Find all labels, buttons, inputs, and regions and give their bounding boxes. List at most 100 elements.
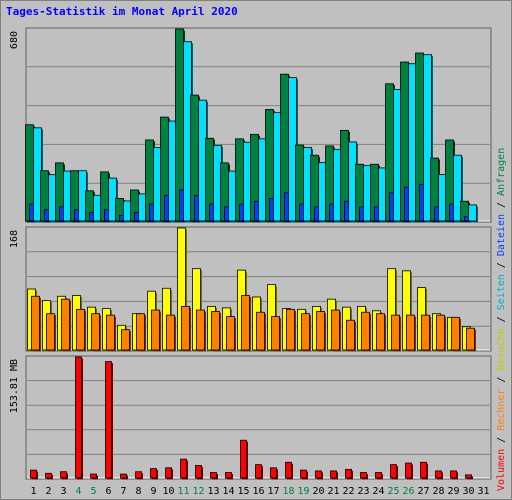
bar-rechner-day-6: [106, 314, 115, 351]
bar-volumen-day-9: [150, 468, 157, 479]
bar-volumen-day-29: [450, 470, 457, 479]
x-tick-label-day-8: 8: [135, 486, 141, 497]
bar-volumen-day-28: [435, 470, 442, 479]
bar-volumen-day-6: [105, 361, 112, 479]
x-tick-label-day-12: 12: [192, 486, 204, 497]
x-tick-label-day-17: 17: [267, 486, 279, 497]
x-tick-label-day-3: 3: [60, 486, 66, 497]
x-tick-label-day-6: 6: [105, 486, 111, 497]
bar-rechner-day-30: [466, 327, 475, 351]
y-max-label-bottom: 153.81 MB: [9, 359, 20, 413]
x-tick-label-day-18: 18: [282, 486, 294, 497]
bar-rechner-day-21: [331, 309, 340, 351]
bar-rechner-day-19: [301, 313, 310, 351]
panel-top: 680: [9, 27, 492, 223]
x-tick-label-day-20: 20: [312, 486, 324, 497]
bar-volumen-day-8: [135, 471, 142, 479]
bar-volumen-day-15: [240, 439, 247, 479]
bar-rechner-day-29: [451, 316, 460, 351]
x-tick-label-day-2: 2: [45, 486, 51, 497]
bar-volumen-day-19: [300, 469, 307, 479]
legend-seiten: Seiten: [496, 274, 507, 310]
x-tick-label-day-23: 23: [357, 486, 369, 497]
panel-bottom: 153.81 MB: [9, 355, 492, 480]
legend-dateien: Dateien: [496, 214, 507, 256]
x-tick-label-day-28: 28: [432, 486, 444, 497]
bar-volumen-day-27: [420, 461, 427, 479]
bar-seiten-day-27: [423, 54, 432, 222]
bar-seiten-day-29: [453, 154, 462, 222]
bar-rechner-day-17: [271, 316, 280, 351]
bar-volumen-day-13: [210, 472, 217, 479]
bar-rechner-day-24: [376, 313, 385, 351]
x-tick-label-day-16: 16: [252, 486, 264, 497]
bar-rechner-day-5: [91, 313, 100, 351]
bar-volumen-day-25: [390, 464, 397, 479]
bar-volumen-day-10: [165, 467, 172, 479]
chart-title: Tages-Statistik im Monat April 2020: [6, 5, 238, 18]
legend-rechner: Rechner: [496, 389, 507, 431]
bar-rechner-day-28: [436, 314, 445, 351]
x-tick-label-day-5: 5: [90, 486, 96, 497]
x-tick-label-day-15: 15: [237, 486, 249, 497]
x-tick-label-day-14: 14: [222, 486, 234, 497]
bar-seiten-day-30: [468, 204, 477, 222]
bar-volumen-day-18: [285, 461, 292, 479]
legend-separator: /: [496, 431, 507, 449]
bar-rechner-day-14: [226, 316, 235, 351]
x-tick-label-day-27: 27: [417, 486, 429, 497]
bar-volumen-day-17: [270, 467, 277, 479]
bar-volumen-day-7: [120, 473, 127, 479]
bar-rechner-day-3: [61, 298, 70, 351]
bar-volumen-day-26: [405, 462, 412, 479]
bar-volumen-day-4: [75, 356, 82, 479]
bar-rechner-day-22: [346, 319, 355, 351]
y-max-label-top: 680: [9, 31, 20, 49]
bar-rechner-day-9: [151, 309, 160, 351]
x-tick-label-day-22: 22: [342, 486, 354, 497]
bar-volumen-day-20: [315, 470, 322, 479]
bar-volumen-day-24: [375, 472, 382, 479]
bar-rechner-day-25: [391, 314, 400, 351]
bar-rechner-day-12: [196, 309, 205, 351]
x-tick-label-day-24: 24: [372, 486, 384, 497]
bar-volumen-day-23: [360, 472, 367, 479]
bar-rechner-day-1: [31, 295, 40, 351]
x-tick-label-day-10: 10: [162, 486, 174, 497]
bar-rechner-day-11: [181, 306, 190, 351]
bar-volumen-day-22: [345, 468, 352, 479]
bar-volumen-day-5: [90, 473, 97, 479]
bar-rechner-day-26: [406, 314, 415, 351]
x-tick-label-day-4: 4: [75, 486, 81, 497]
x-tick-label-day-7: 7: [120, 486, 126, 497]
x-tick-label-day-26: 26: [402, 486, 414, 497]
bar-rechner-day-27: [421, 314, 430, 351]
bar-rechner-day-7: [121, 329, 130, 351]
bar-rechner-day-16: [256, 311, 265, 351]
legend-separator: /: [496, 310, 507, 328]
x-tick-label-day-25: 25: [387, 486, 399, 497]
bar-volumen-day-1: [30, 469, 37, 479]
bar-volumen-day-30: [465, 474, 472, 479]
bar-volumen-day-21: [330, 470, 337, 479]
bar-rechner-day-8: [136, 313, 145, 351]
x-tick-label-day-19: 19: [297, 486, 309, 497]
x-tick-label-day-31: 31: [477, 486, 489, 497]
x-tick-label-day-9: 9: [150, 486, 156, 497]
bar-rechner-day-18: [286, 308, 295, 351]
legend-volumen: Volumen: [496, 449, 507, 491]
x-tick-label-day-21: 21: [327, 486, 339, 497]
bar-rechner-day-15: [241, 295, 250, 351]
bar-volumen-day-16: [255, 464, 262, 479]
legend: Volumen / Rechner / Besuche / Seiten / D…: [496, 148, 507, 491]
bar-volumen-day-11: [180, 458, 187, 479]
bar-rechner-day-20: [316, 311, 325, 351]
x-tick-label-day-13: 13: [207, 486, 219, 497]
bar-rechner-day-10: [166, 314, 175, 351]
x-tick-label-day-29: 29: [447, 486, 459, 497]
legend-separator: /: [496, 256, 507, 274]
bar-volumen-day-12: [195, 465, 202, 479]
bar-volumen-day-14: [225, 472, 232, 479]
x-tick-label-day-11: 11: [177, 486, 189, 497]
